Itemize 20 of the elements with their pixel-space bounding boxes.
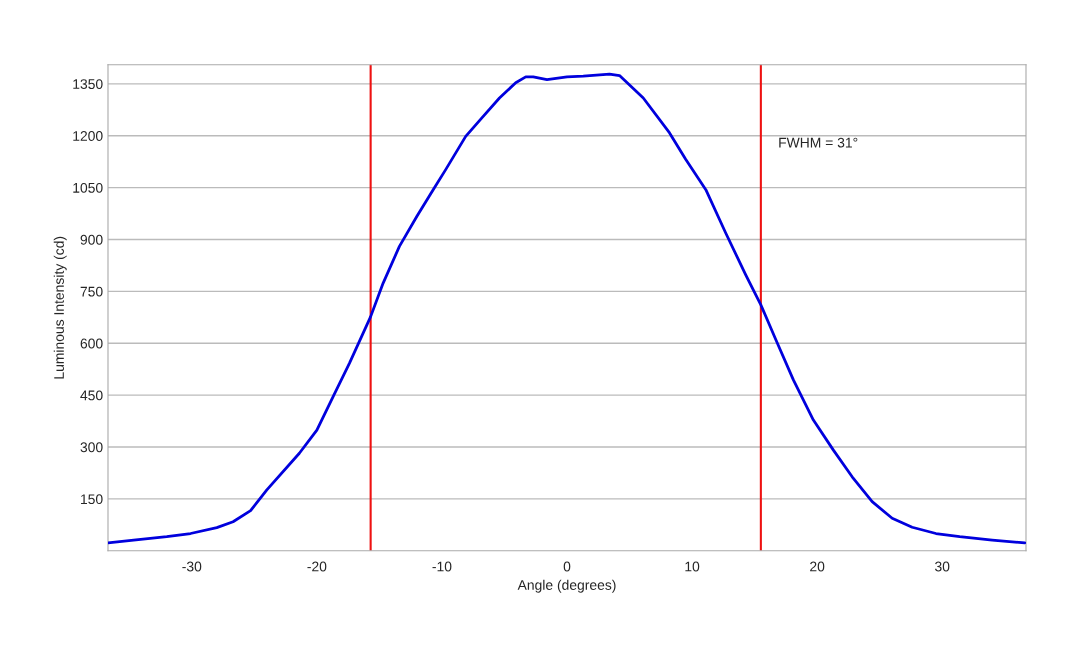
x-tick-label: 0	[563, 561, 571, 572]
y-tick-label: 600	[80, 338, 103, 349]
y-tick-label: 1050	[73, 182, 103, 193]
y-tick-label: 150	[81, 494, 103, 505]
x-tick-label: 20	[810, 561, 825, 572]
y-tick-label: 300	[80, 442, 103, 453]
y-tick-label: 750	[80, 286, 103, 297]
x-tick-label: -20	[307, 561, 327, 572]
x-tick-label: -30	[182, 561, 202, 572]
y-tick-label: 1350	[73, 79, 103, 89]
x-tick-label: 30	[935, 561, 950, 572]
x-tick-label: -10	[432, 561, 452, 572]
y-axis-title: Luminous Intensity (cd)	[53, 236, 67, 379]
y-tick-label: 900	[80, 234, 103, 245]
line-series	[108, 72, 1026, 545]
y-tick-label: 1200	[73, 131, 103, 141]
x-axis-title: Angle (degrees)	[517, 579, 616, 593]
x-tick-label: 10	[685, 561, 700, 572]
annotation: FWHM = 31°	[779, 137, 858, 148]
y-tick-label: 450	[80, 390, 103, 401]
